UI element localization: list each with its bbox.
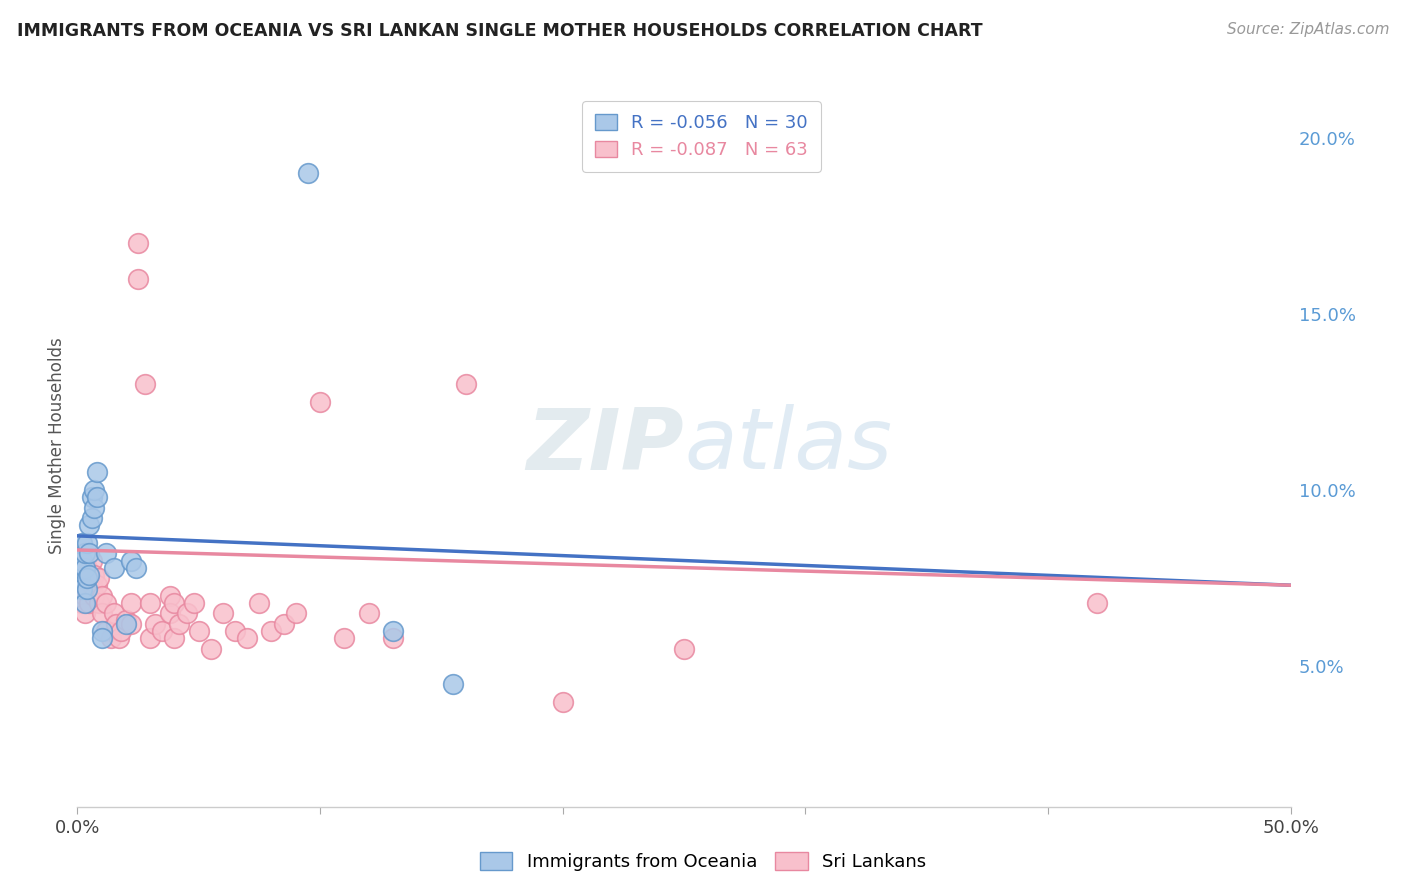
- Point: [273, 617, 295, 632]
- Point: [381, 624, 404, 638]
- Point: [79, 571, 101, 585]
- Point: [83, 483, 105, 497]
- Point: [159, 589, 181, 603]
- Point: [73, 547, 96, 561]
- Point: [139, 596, 162, 610]
- Point: [134, 377, 156, 392]
- Text: Source: ZipAtlas.com: Source: ZipAtlas.com: [1226, 22, 1389, 37]
- Point: [96, 547, 118, 561]
- Point: [80, 553, 103, 567]
- Point: [284, 607, 307, 621]
- Point: [120, 617, 142, 632]
- Point: [309, 395, 332, 409]
- Point: [96, 596, 118, 610]
- Point: [70, 596, 93, 610]
- Point: [76, 582, 98, 596]
- Point: [69, 560, 91, 574]
- Point: [443, 677, 465, 691]
- Point: [70, 536, 93, 550]
- Point: [70, 571, 93, 585]
- Point: [76, 536, 98, 550]
- Point: [551, 694, 574, 708]
- Point: [183, 596, 205, 610]
- Text: ZIP: ZIP: [526, 404, 685, 488]
- Point: [89, 596, 111, 610]
- Point: [70, 553, 93, 567]
- Point: [80, 490, 103, 504]
- Point: [70, 582, 93, 596]
- Point: [86, 578, 108, 592]
- Point: [127, 236, 149, 251]
- Point: [105, 617, 128, 632]
- Point: [90, 631, 112, 645]
- Point: [80, 578, 103, 592]
- Point: [90, 624, 112, 638]
- Point: [110, 624, 132, 638]
- Point: [73, 596, 96, 610]
- Point: [187, 624, 209, 638]
- Point: [163, 596, 186, 610]
- Point: [139, 631, 162, 645]
- Point: [83, 500, 105, 515]
- Point: [260, 624, 283, 638]
- Point: [90, 607, 112, 621]
- Point: [69, 582, 91, 596]
- Point: [100, 631, 122, 645]
- Point: [79, 547, 101, 561]
- Point: [150, 624, 173, 638]
- Point: [90, 589, 112, 603]
- Point: [115, 617, 138, 632]
- Point: [79, 518, 101, 533]
- Point: [76, 582, 98, 596]
- Point: [83, 589, 105, 603]
- Point: [176, 607, 198, 621]
- Point: [143, 617, 166, 632]
- Point: [212, 607, 235, 621]
- Point: [115, 614, 138, 628]
- Point: [96, 624, 118, 638]
- Point: [73, 607, 96, 621]
- Point: [200, 641, 222, 656]
- Text: atlas: atlas: [685, 404, 891, 488]
- Point: [70, 553, 93, 567]
- Point: [86, 466, 108, 480]
- Point: [86, 490, 108, 504]
- Point: [1085, 596, 1108, 610]
- Point: [79, 596, 101, 610]
- Point: [73, 589, 96, 603]
- Point: [76, 560, 98, 574]
- Point: [381, 631, 404, 645]
- Point: [73, 560, 96, 574]
- Point: [224, 624, 246, 638]
- Text: IMMIGRANTS FROM OCEANIA VS SRI LANKAN SINGLE MOTHER HOUSEHOLDS CORRELATION CHART: IMMIGRANTS FROM OCEANIA VS SRI LANKAN SI…: [17, 22, 983, 40]
- Y-axis label: Single Mother Households: Single Mother Households: [48, 338, 66, 554]
- Point: [124, 560, 146, 574]
- Point: [167, 617, 190, 632]
- Point: [236, 631, 259, 645]
- Point: [673, 641, 696, 656]
- Point: [73, 578, 96, 592]
- Point: [120, 553, 142, 567]
- Point: [247, 596, 270, 610]
- Point: [357, 607, 380, 621]
- Point: [103, 607, 125, 621]
- Point: [120, 596, 142, 610]
- Point: [127, 271, 149, 285]
- Point: [76, 571, 98, 585]
- Point: [159, 607, 181, 621]
- Point: [69, 560, 91, 574]
- Point: [83, 567, 105, 582]
- Point: [454, 377, 477, 392]
- Point: [89, 571, 111, 585]
- Point: [103, 560, 125, 574]
- Point: [107, 631, 129, 645]
- Legend: R = -0.056   N = 30, R = -0.087   N = 63: R = -0.056 N = 30, R = -0.087 N = 63: [582, 101, 821, 172]
- Legend: Immigrants from Oceania, Sri Lankans: Immigrants from Oceania, Sri Lankans: [472, 845, 934, 879]
- Point: [163, 631, 186, 645]
- Point: [80, 511, 103, 525]
- Point: [69, 571, 91, 585]
- Point: [333, 631, 356, 645]
- Point: [79, 567, 101, 582]
- Point: [297, 166, 319, 180]
